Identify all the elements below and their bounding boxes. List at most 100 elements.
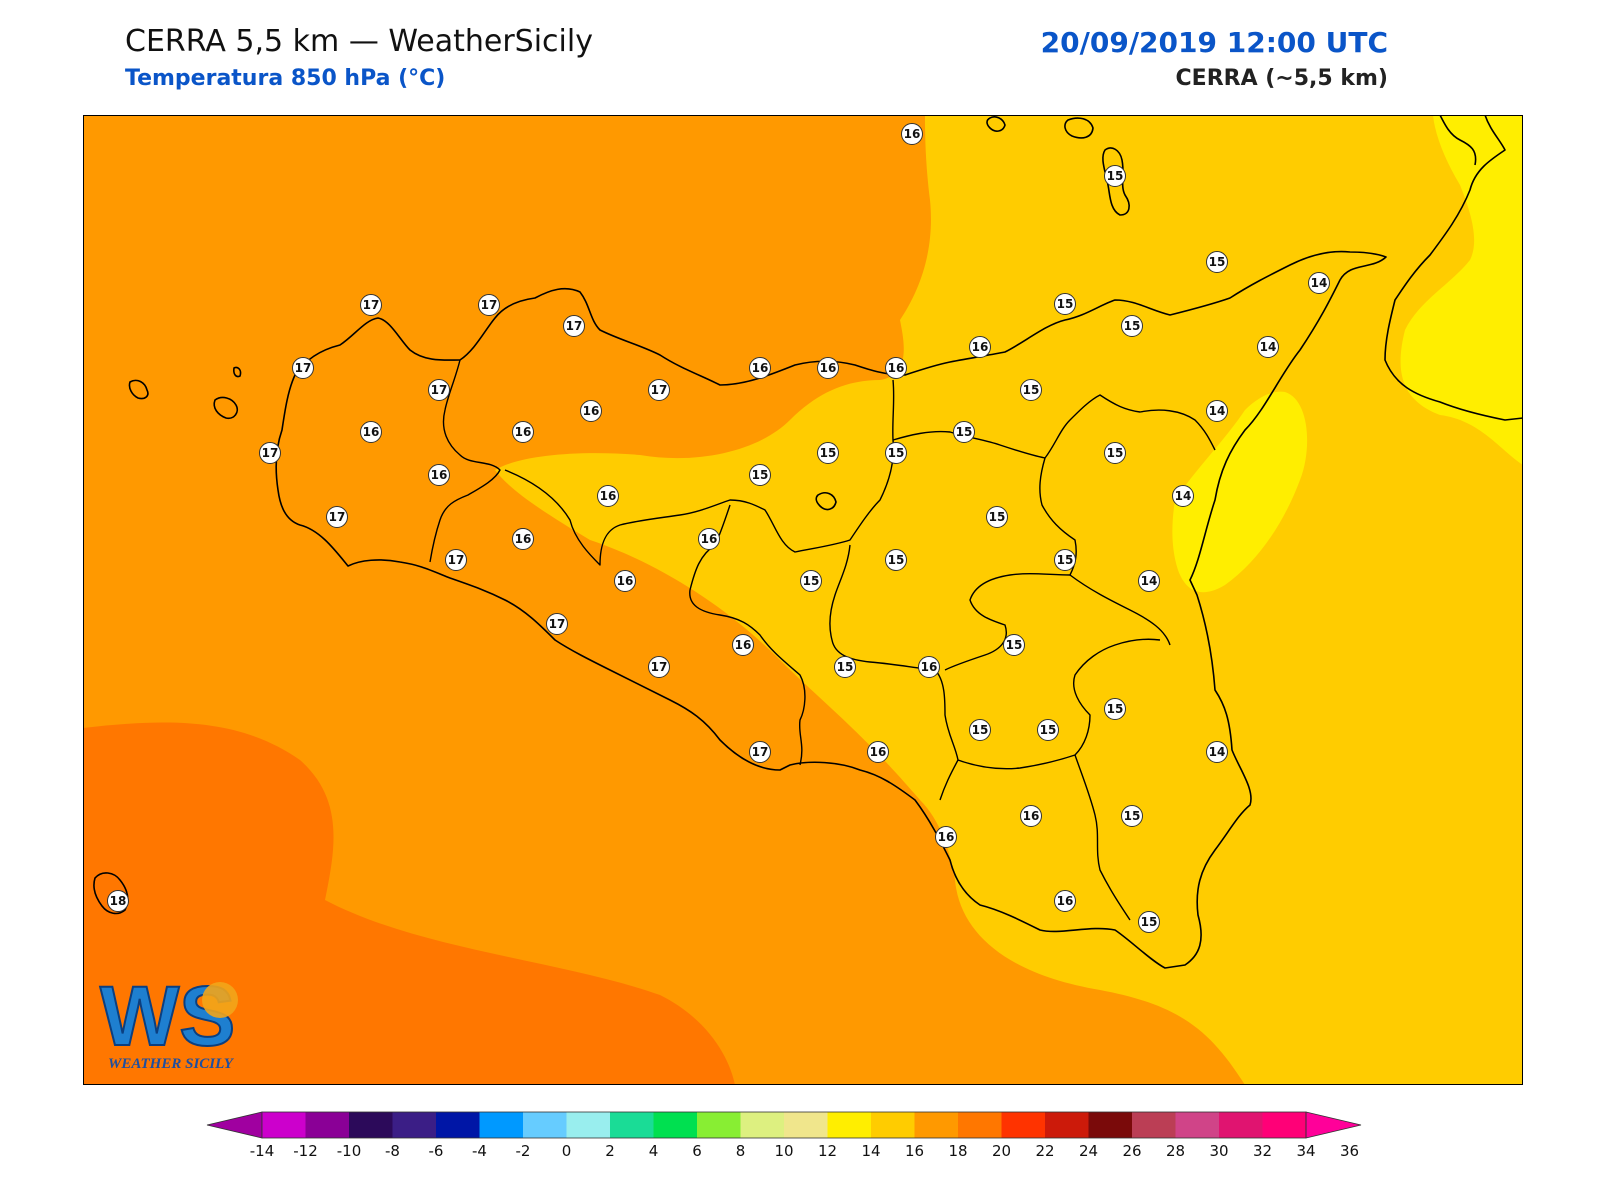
colorbar-swatch — [392, 1112, 437, 1138]
field-band-12-14-ne — [1400, 115, 1523, 465]
station-marker: 15 — [953, 421, 975, 443]
station-value: 15 — [1107, 446, 1124, 460]
colorbar-swatch — [1175, 1112, 1220, 1138]
station-marker: 15 — [1104, 698, 1126, 720]
station-value: 15 — [1057, 297, 1074, 311]
colorbar-tick-label: 2 — [605, 1142, 615, 1160]
station-value: 14 — [1209, 745, 1226, 759]
field-band-12-14-coast — [1172, 391, 1308, 593]
colorbar-swatch — [479, 1112, 524, 1138]
station-value: 16 — [1057, 894, 1074, 908]
station-marker: 17 — [749, 741, 771, 763]
valid-datetime: 20/09/2019 12:00 UTC — [1040, 26, 1388, 59]
station-marker: 14 — [1172, 485, 1194, 507]
colorbar-tick-label: 4 — [649, 1142, 659, 1160]
colorbar-tick-label: -14 — [250, 1142, 275, 1160]
station-value: 17 — [651, 660, 668, 674]
colorbar-swatch — [784, 1112, 828, 1138]
station-marker-circle — [749, 464, 771, 486]
station-marker-circle — [901, 123, 923, 145]
station-marker-circle — [259, 442, 281, 464]
station-marker-circle — [1054, 890, 1076, 912]
field-band-18-20 — [83, 722, 735, 1085]
station-marker: 17 — [648, 656, 670, 678]
colorbar-tick-label: -6 — [429, 1142, 444, 1160]
station-marker-circle — [953, 421, 975, 443]
station-marker: 16 — [360, 421, 382, 443]
station-marker: 15 — [1121, 315, 1143, 337]
station-value: 14 — [1260, 340, 1277, 354]
station-marker: 15 — [749, 464, 771, 486]
colorbar-swatch — [1088, 1112, 1133, 1138]
station-marker: 16 — [901, 123, 923, 145]
station-marker-circle — [935, 826, 957, 848]
station-marker-circle — [1020, 379, 1042, 401]
station-marker: 15 — [1121, 805, 1143, 827]
colorbar-swatch — [697, 1112, 741, 1138]
station-marker: 16 — [918, 656, 940, 678]
station-marker: 14 — [1308, 272, 1330, 294]
station-marker: 15 — [885, 442, 907, 464]
station-marker: 17 — [648, 379, 670, 401]
station-marker: 16 — [885, 357, 907, 379]
calabria-coastline — [1384, 115, 1523, 421]
station-value: 15 — [888, 553, 905, 567]
station-marker-circle — [512, 528, 534, 550]
station-marker-circle — [969, 336, 991, 358]
station-marker-circle — [648, 656, 670, 678]
station-marker-circle — [1206, 741, 1228, 763]
station-marker: 16 — [512, 528, 534, 550]
station-value: 16 — [904, 127, 921, 141]
station-value: 16 — [701, 532, 718, 546]
colorbar-swatch — [1219, 1112, 1263, 1138]
colorbar-tick-label: 18 — [948, 1142, 967, 1160]
colorbar-swatch — [653, 1112, 698, 1138]
station-marker: 16 — [428, 464, 450, 486]
model-label: CERRA (~5,5 km) — [1175, 66, 1388, 91]
station-marker: 17 — [563, 315, 585, 337]
station-value: 17 — [448, 553, 465, 567]
station-marker: 16 — [1020, 805, 1042, 827]
station-marker: 14 — [1257, 336, 1279, 358]
station-marker: 14 — [1206, 741, 1228, 763]
station-value: 15 — [1141, 915, 1158, 929]
station-value: 16 — [870, 745, 887, 759]
station-value: 15 — [1057, 553, 1074, 567]
station-marker-circle — [580, 400, 602, 422]
station-value: 16 — [921, 660, 938, 674]
colorbar-tick-label: 0 — [562, 1142, 572, 1160]
colorbar-tick-label: -12 — [293, 1142, 318, 1160]
station-value: 15 — [972, 723, 989, 737]
station-value: 14 — [1175, 489, 1192, 503]
station-marker-circle — [1003, 634, 1025, 656]
colorbar-arrow-low — [206, 1111, 263, 1139]
station-marker-circle — [918, 656, 940, 678]
station-value: 15 — [888, 446, 905, 460]
station-value: 16 — [1023, 809, 1040, 823]
station-marker-circle — [546, 613, 568, 635]
station-marker: 17 — [292, 357, 314, 379]
colorbar-tick-label: 28 — [1166, 1142, 1185, 1160]
station-value: 16 — [617, 574, 634, 588]
colorbar-arrow-high — [1305, 1111, 1362, 1139]
station-marker: 15 — [1206, 251, 1228, 273]
map-subtitle: Temperatura 850 hPa (°C) — [125, 66, 446, 91]
colorbar-tick-label: 14 — [861, 1142, 880, 1160]
station-value: 15 — [837, 660, 854, 674]
station-value: 17 — [431, 383, 448, 397]
sicily-coastline — [275, 250, 1387, 969]
station-marker-circle — [445, 549, 467, 571]
station-marker: 15 — [1104, 165, 1126, 187]
colorbar-tick-label: 32 — [1253, 1142, 1272, 1160]
colorbar-swatch — [914, 1112, 959, 1138]
colorbar-tick-label: 10 — [774, 1142, 793, 1160]
colorbar-tick-label: -2 — [516, 1142, 531, 1160]
colorbar-swatch — [436, 1112, 480, 1138]
station-marker-circle — [834, 656, 856, 678]
station-marker-circle — [698, 528, 720, 550]
colorbar: -14 -12 -10 -8 -6 -4 -2 0 2 4 6 8 10 12 14 16 18 20 22 24 26… — [206, 1111, 1362, 1160]
station-marker-circle — [107, 890, 129, 912]
station-marker: 16 — [597, 485, 619, 507]
station-value: 17 — [329, 510, 346, 524]
station-value: 16 — [515, 532, 532, 546]
